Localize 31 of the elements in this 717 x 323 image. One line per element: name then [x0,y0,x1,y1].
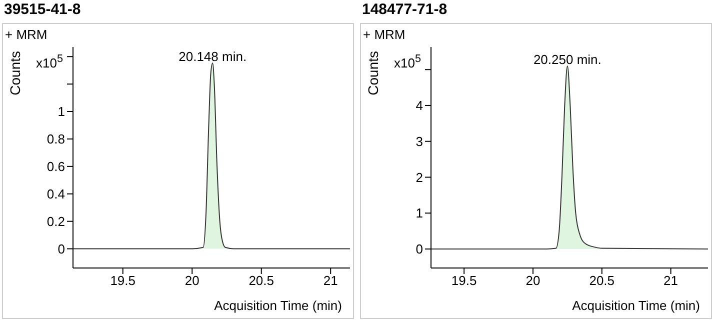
y-tick-label: 4 [416,98,423,114]
y-tick-label: 0.6 [46,159,65,174]
y-tick-label: 1 [58,104,65,120]
x-tick-label: 20.5 [589,273,615,288]
chart-title: 148477-71-8 [362,1,448,18]
y-tick-label: 2 [416,170,423,185]
x-tick-label: 19.5 [110,273,136,288]
annotation: 20.148 min. [178,49,247,64]
y-tick-label: 3 [416,134,423,149]
x-axis-title: Acquisition Time (min) [572,298,700,313]
x-tick-label: 20 [526,273,540,288]
y-tick-label: 0.8 [46,132,65,147]
x-tick-label: 20.5 [248,273,274,288]
chart-title: 39515-41-8 [4,1,81,18]
y-tick-label: 0.2 [46,214,65,229]
y-tick-label: 0 [58,241,65,256]
x-tick-label: 19.5 [451,273,477,288]
text: x10$^{5}$ [394,53,421,70]
y-tick-label: 0.4 [46,186,65,202]
text: x10$^{5}$ [36,53,63,70]
y-tick-label: 0 [416,242,423,257]
y-tick-label: 1 [416,206,423,221]
y-axis-title: Counts [365,51,381,96]
text: + MRM [5,27,48,42]
x-tick-label: 21 [323,273,338,288]
text: + MRM [363,27,406,42]
x-tick-label: 20 [184,273,200,288]
x-tick-label: 21 [664,273,678,288]
y-axis-title: Counts [7,51,23,96]
annotation: 20.250 min. [533,52,602,68]
x-axis-title: Acquisition Time (min) [214,298,342,313]
